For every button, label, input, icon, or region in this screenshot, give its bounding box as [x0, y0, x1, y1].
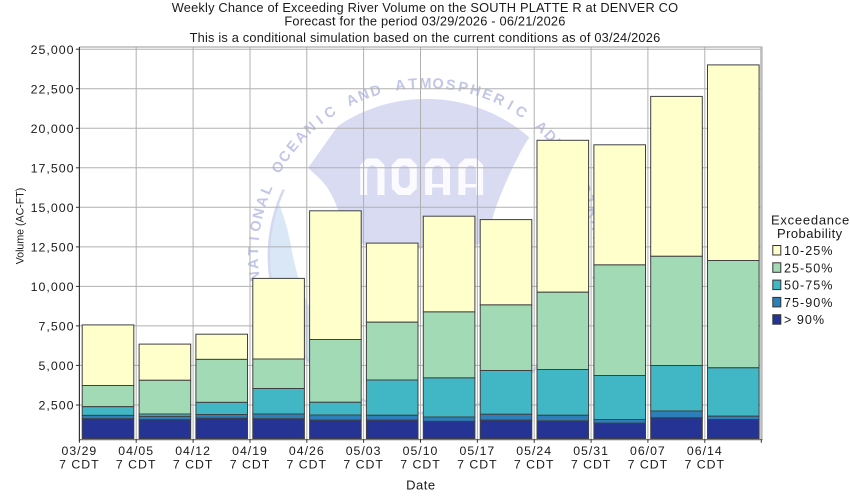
- svg-text:T: T: [246, 246, 262, 255]
- svg-text:Weekly Chance of Exceeding Riv: Weekly Chance of Exceeding River Volume …: [172, 0, 679, 15]
- svg-text:7 CDT: 7 CDT: [173, 458, 214, 472]
- svg-text:7 CDT: 7 CDT: [628, 458, 669, 472]
- svg-text:7,500: 7,500: [38, 320, 74, 334]
- svg-text:25,000: 25,000: [31, 43, 75, 57]
- svg-text:S: S: [445, 77, 457, 94]
- svg-text:5,000: 5,000: [38, 359, 74, 373]
- svg-text:7 CDT: 7 CDT: [59, 458, 100, 472]
- svg-text:Probability: Probability: [777, 226, 843, 241]
- svg-text:06/14: 06/14: [687, 444, 723, 458]
- svg-text:10-25%: 10-25%: [784, 244, 833, 258]
- svg-text:05/17: 05/17: [460, 444, 496, 458]
- svg-text:7 CDT: 7 CDT: [116, 458, 157, 472]
- svg-text:T: T: [408, 76, 418, 93]
- svg-text:I: I: [504, 98, 515, 114]
- svg-text:05/10: 05/10: [403, 444, 439, 458]
- svg-text:06/07: 06/07: [630, 444, 666, 458]
- svg-text:05/03: 05/03: [346, 444, 382, 458]
- svg-text:15,000: 15,000: [31, 201, 75, 215]
- svg-text:N: N: [250, 207, 268, 221]
- svg-text:17,500: 17,500: [31, 161, 75, 175]
- svg-text:2,500: 2,500: [38, 399, 74, 413]
- svg-text:> 90%: > 90%: [784, 313, 825, 327]
- svg-text:7 CDT: 7 CDT: [343, 458, 384, 472]
- svg-text:Forecast for the period 03/29/: Forecast for the period 03/29/2026 - 06/…: [284, 14, 565, 29]
- svg-text:7 CDT: 7 CDT: [400, 458, 441, 472]
- svg-text:20,000: 20,000: [31, 122, 75, 136]
- svg-text:04/05: 04/05: [118, 444, 154, 458]
- svg-text:04/26: 04/26: [289, 444, 325, 458]
- svg-text:12,500: 12,500: [31, 241, 75, 255]
- svg-text:25-50%: 25-50%: [784, 261, 833, 275]
- svg-text:05/31: 05/31: [573, 444, 609, 458]
- svg-text:10,000: 10,000: [31, 280, 75, 294]
- svg-text:D: D: [368, 82, 383, 100]
- svg-text:This is a conditional simulati: This is a conditional simulation based o…: [190, 30, 661, 45]
- svg-text:7 CDT: 7 CDT: [457, 458, 498, 472]
- svg-text:7 CDT: 7 CDT: [685, 458, 726, 472]
- svg-text:A: A: [246, 258, 262, 270]
- svg-text:04/19: 04/19: [232, 444, 268, 458]
- svg-text:Date: Date: [406, 478, 435, 493]
- svg-text:75-90%: 75-90%: [784, 296, 833, 310]
- svg-text:7 CDT: 7 CDT: [571, 458, 612, 472]
- svg-text:50-75%: 50-75%: [784, 279, 833, 293]
- svg-text:7 CDT: 7 CDT: [230, 458, 271, 472]
- svg-text:22,500: 22,500: [31, 82, 75, 96]
- svg-text:A: A: [394, 77, 407, 94]
- svg-text:O: O: [248, 219, 266, 233]
- svg-text:M: M: [419, 76, 431, 92]
- svg-text:O: O: [432, 76, 444, 93]
- svg-text:P: P: [457, 79, 470, 97]
- svg-text:H: H: [468, 82, 483, 100]
- svg-text:05/24: 05/24: [516, 444, 552, 458]
- svg-text:04/12: 04/12: [175, 444, 211, 458]
- svg-text:7 CDT: 7 CDT: [287, 458, 328, 472]
- svg-text:I: I: [247, 236, 263, 242]
- svg-text:Exceedance: Exceedance: [771, 213, 850, 228]
- svg-text:03/29: 03/29: [62, 444, 98, 458]
- svg-text:7 CDT: 7 CDT: [514, 458, 555, 472]
- svg-text:Volume (AC-FT): Volume (AC-FT): [14, 188, 26, 265]
